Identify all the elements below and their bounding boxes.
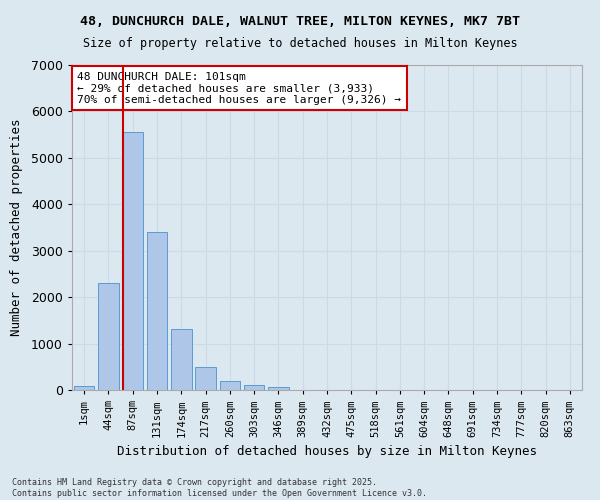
Text: 48, DUNCHURCH DALE, WALNUT TREE, MILTON KEYNES, MK7 7BT: 48, DUNCHURCH DALE, WALNUT TREE, MILTON … <box>80 15 520 28</box>
Text: 48 DUNCHURCH DALE: 101sqm
← 29% of detached houses are smaller (3,933)
70% of se: 48 DUNCHURCH DALE: 101sqm ← 29% of detac… <box>77 72 401 104</box>
Text: Contains HM Land Registry data © Crown copyright and database right 2025.
Contai: Contains HM Land Registry data © Crown c… <box>12 478 427 498</box>
Text: Size of property relative to detached houses in Milton Keynes: Size of property relative to detached ho… <box>83 38 517 51</box>
Bar <box>74 386 94 390</box>
X-axis label: Distribution of detached houses by size in Milton Keynes: Distribution of detached houses by size … <box>117 445 537 458</box>
Y-axis label: Number of detached properties: Number of detached properties <box>10 118 23 336</box>
Bar <box>268 388 289 390</box>
Bar <box>98 283 119 390</box>
Bar <box>220 381 240 390</box>
Bar <box>146 232 167 390</box>
Bar <box>195 367 216 390</box>
Bar <box>122 132 143 390</box>
Bar <box>244 386 265 390</box>
Bar <box>171 328 191 390</box>
